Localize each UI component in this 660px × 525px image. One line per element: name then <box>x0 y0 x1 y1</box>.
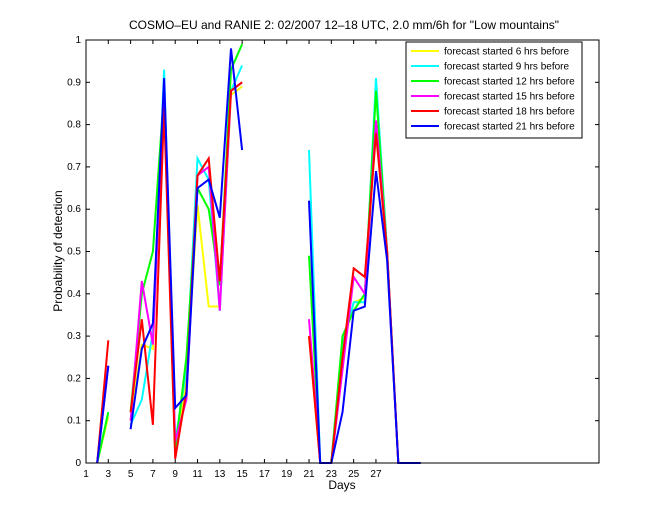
x-tick-label: 19 <box>281 469 293 480</box>
x-tick-label: 23 <box>326 469 338 480</box>
y-tick-label: 0.6 <box>67 204 81 215</box>
x-axis: 1 3 5 7 9 11 13 15 17 19 21 23 25 27 <box>83 40 382 480</box>
y-axis-label: Probability of detection <box>51 190 65 311</box>
x-tick-label: 27 <box>370 469 382 480</box>
y-tick-label: 1 <box>75 35 81 46</box>
legend-label: forecast started 15 hrs before <box>444 92 575 103</box>
series-line-3-segment-1 <box>129 81 243 443</box>
chart-title: COSMO–EU and RANIE 2: 02/2007 12–18 UTC,… <box>129 18 559 32</box>
legend-label: forecast started 12 hrs before <box>444 77 575 88</box>
x-tick-label: 15 <box>237 469 249 480</box>
x-tick-label: 9 <box>172 469 178 480</box>
x-tick-label: 5 <box>128 469 134 480</box>
y-tick-label: 0 <box>75 458 81 469</box>
legend-label: forecast started 9 hrs before <box>444 62 570 73</box>
y-tick-label: 0.7 <box>67 162 81 173</box>
x-tick-label: 7 <box>150 469 156 480</box>
legend: forecast started 6 hrs before forecast st… <box>405 41 583 139</box>
y-tick-label: 0.4 <box>67 289 81 300</box>
y-tick-label: 0.3 <box>67 331 81 342</box>
x-tick-label: 11 <box>192 469 203 480</box>
x-tick-label: 25 <box>348 469 360 480</box>
series-line-5-segment-0 <box>96 365 110 464</box>
x-axis-label: Days <box>328 478 355 492</box>
y-tick-label: 0.1 <box>67 416 81 427</box>
series-line-5-segment-1 <box>129 48 244 430</box>
legend-label: forecast started 18 hrs before <box>444 107 575 118</box>
legend-label: forecast started 21 hrs before <box>444 122 575 133</box>
y-tick-label: 0.9 <box>67 77 81 88</box>
y-axis: 0 0.1 0.2 0.3 0.4 0.5 0.6 0.7 0.8 0.9 1 <box>67 35 599 469</box>
x-tick-label: 1 <box>83 469 89 480</box>
x-tick-label: 17 <box>259 469 271 480</box>
y-tick-label: 0.2 <box>67 373 81 384</box>
legend-box <box>405 41 583 139</box>
plot-area <box>96 43 421 464</box>
x-tick-label: 3 <box>106 469 112 480</box>
legend-label: forecast started 6 hrs before <box>444 47 570 58</box>
y-tick-label: 0.5 <box>67 247 81 258</box>
series-line-5-segment-2 <box>308 170 421 464</box>
y-tick-label: 0.8 <box>67 120 81 131</box>
x-tick-label: 21 <box>303 469 315 480</box>
series-line-3-segment-2 <box>308 120 421 464</box>
x-tick-label: 13 <box>214 469 226 480</box>
